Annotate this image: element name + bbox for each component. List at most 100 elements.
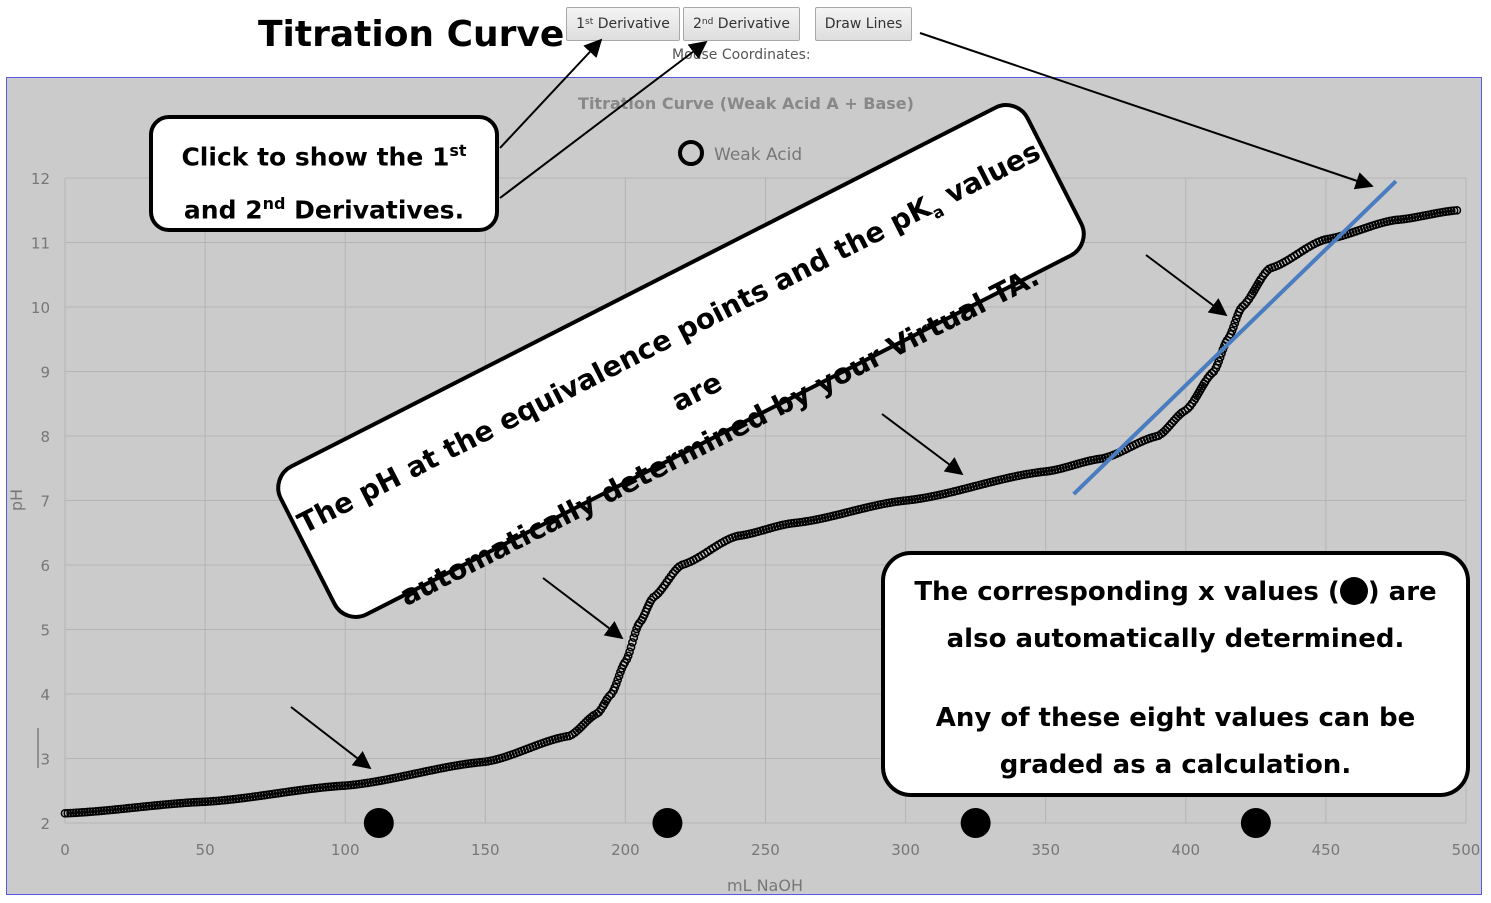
x-values-callout-line3: Any of these eight values can be — [935, 703, 1416, 733]
data-point — [80, 807, 89, 817]
data-point — [1183, 404, 1193, 413]
y-tick-label: 2 — [40, 815, 50, 833]
arrow-to-first-equivalence — [542, 577, 624, 640]
data-point — [172, 799, 182, 808]
data-point — [91, 806, 101, 816]
data-point — [60, 808, 70, 818]
first-derivative-sup: st — [585, 17, 594, 27]
x-tick-label: 150 — [471, 841, 500, 859]
derivatives-callout: Click to show the 1st and 2nd Derivative… — [149, 115, 499, 232]
second-derivative-label: Derivative — [717, 16, 790, 32]
marked-x-dot — [363, 808, 394, 838]
y-tick-label: 9 — [40, 364, 50, 382]
data-point — [77, 808, 87, 817]
legend-marker-icon — [678, 140, 704, 166]
data-point — [332, 781, 342, 791]
data-point — [175, 798, 185, 808]
data-point — [169, 799, 179, 809]
x-tick-label: 100 — [331, 841, 360, 859]
data-point — [1163, 423, 1172, 433]
x-tick-label: 300 — [891, 841, 920, 859]
data-point — [630, 628, 640, 638]
x-values-callout: The corresponding x values () are also a… — [881, 551, 1470, 797]
derivatives-callout-line2-text: and 2 — [183, 195, 263, 225]
data-point — [197, 797, 207, 807]
marked-x-dot — [652, 808, 683, 838]
data-point — [628, 638, 637, 647]
x-tick-label: 0 — [60, 841, 70, 859]
data-point — [105, 805, 115, 815]
data-point — [167, 799, 176, 809]
legend-label: Weak Acid — [714, 145, 802, 165]
x-tick-label: 250 — [751, 841, 780, 859]
data-point — [153, 800, 162, 810]
x-tick-label: 50 — [196, 841, 215, 859]
data-point — [1207, 368, 1217, 378]
data-point — [1214, 356, 1224, 366]
x-tick-label: 450 — [1312, 841, 1341, 859]
arrow-to-second-half-equivalence — [881, 413, 964, 476]
y-tick-label: 3 — [40, 751, 50, 769]
y-tick-label: 7 — [40, 493, 50, 511]
x-tick-label: 400 — [1171, 841, 1200, 859]
data-point — [613, 675, 623, 685]
first-derivative-label: Derivative — [597, 16, 670, 32]
x-values-callout-line1-post: ) are — [1367, 577, 1437, 607]
second-derivative-num: 2 — [693, 16, 702, 32]
page-title: Titration Curve — [258, 14, 565, 55]
data-point — [614, 671, 624, 681]
x-values-callout-line4: graded as a calculation. — [999, 750, 1352, 780]
data-point — [88, 807, 98, 816]
data-point — [629, 633, 639, 642]
data-point — [200, 797, 210, 807]
data-point — [329, 782, 339, 791]
data-point — [217, 796, 227, 805]
derivatives-callout-line1-text: Click to show the 1 — [181, 142, 450, 172]
data-point — [158, 800, 168, 810]
data-point — [1167, 418, 1177, 428]
data-point — [97, 806, 106, 816]
x-tick-labels: 0 50 100 150 200 250 300 350 400 450 500 — [60, 841, 1480, 859]
data-point — [478, 757, 487, 767]
data-point — [604, 691, 614, 701]
marked-x-dot — [960, 808, 991, 838]
filled-dot-icon — [1339, 577, 1368, 605]
data-point — [324, 782, 333, 792]
data-point — [192, 797, 202, 807]
data-point — [211, 796, 221, 806]
data-point — [195, 797, 204, 807]
data-point — [99, 806, 109, 815]
draw-lines-button[interactable]: Draw Lines — [815, 7, 912, 41]
legend[interactable]: Weak Acid — [678, 140, 802, 166]
data-point — [102, 805, 112, 815]
data-point — [164, 799, 174, 809]
data-point — [1229, 322, 1238, 332]
arrow-to-first-derivative — [499, 38, 603, 149]
data-point — [183, 798, 193, 807]
data-point — [155, 800, 165, 810]
y-tick-label: 10 — [31, 299, 50, 317]
data-point — [623, 651, 633, 661]
data-point — [626, 642, 636, 652]
derivatives-callout-line1-sup: st — [449, 141, 467, 160]
marked-x-values — [363, 808, 1271, 838]
data-point — [1449, 206, 1459, 215]
x-values-callout-line1-text: The corresponding x values ( — [914, 577, 1340, 607]
y-tick-label: 5 — [40, 622, 50, 640]
data-point — [1452, 205, 1462, 215]
data-point — [209, 796, 218, 806]
data-point — [611, 679, 621, 689]
x-tick-label: 350 — [1031, 841, 1060, 859]
draw-lines-label: Draw Lines — [824, 16, 903, 32]
data-point — [1227, 326, 1237, 336]
data-point — [1240, 300, 1249, 309]
y-tick-label: 11 — [31, 235, 50, 253]
data-point — [335, 781, 344, 791]
x-values-callout-line1: The corresponding x values ( ) are — [885, 569, 1466, 616]
derivatives-callout-line2-sup: nd — [262, 194, 286, 214]
derivatives-callout-line2-post: Derivatives. — [285, 195, 465, 225]
data-point — [71, 808, 81, 818]
data-point — [1230, 318, 1240, 328]
